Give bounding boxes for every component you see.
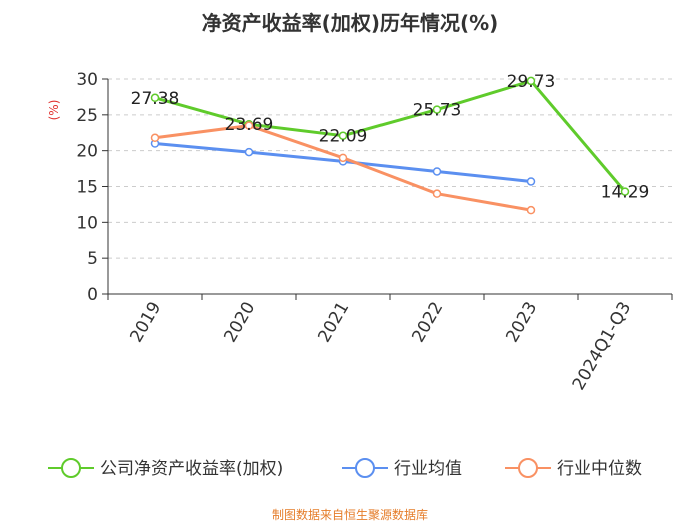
y-tick-label: 10 bbox=[76, 213, 98, 233]
axes: 0 5 10 15 20 25 30 2019 2020 2021 2022 2023 2024Q1-Q… bbox=[76, 70, 673, 394]
data-point bbox=[526, 205, 536, 215]
data-point bbox=[432, 189, 442, 198]
legend-label: 行业均值 bbox=[394, 459, 462, 479]
source-note: 制图数据来自恒生聚源数据库 bbox=[272, 507, 428, 522]
data-label: 27.38 bbox=[131, 89, 180, 109]
data-point bbox=[432, 105, 442, 114]
data-point bbox=[150, 133, 160, 143]
data-point bbox=[620, 187, 630, 196]
data-label: 25.73 bbox=[413, 101, 462, 121]
data-label: 29.73 bbox=[507, 72, 556, 92]
x-tick-label: 2021 bbox=[314, 299, 353, 346]
data-point bbox=[338, 131, 348, 140]
legend-label: 行业中位数 bbox=[557, 459, 642, 479]
legend: 公司净资产收益率(加权) 行业均值 行业中位数 bbox=[48, 458, 642, 479]
y-axis-label: (%) bbox=[47, 100, 61, 121]
x-tick-label: 2020 bbox=[220, 299, 259, 346]
y-tick-label: 5 bbox=[87, 249, 98, 269]
data-label: 22.09 bbox=[319, 127, 368, 147]
chart-title: 净资产收益率(加权)历年情况(%) bbox=[202, 11, 499, 35]
legend-marker bbox=[355, 458, 375, 478]
data-point bbox=[526, 177, 536, 186]
y-tick-label: 20 bbox=[76, 142, 98, 162]
data-label: 14.29 bbox=[601, 183, 650, 203]
grid-lines bbox=[108, 78, 672, 259]
data-point bbox=[432, 167, 442, 176]
legend-label: 公司净资产收益率(加权) bbox=[100, 459, 283, 479]
legend-marker bbox=[518, 458, 538, 478]
data-label: 23.69 bbox=[225, 115, 274, 135]
data-labels: 27.38 23.69 22.09 25.73 29.73 14.29 bbox=[131, 72, 650, 203]
data-point bbox=[244, 121, 254, 130]
y-tick-label: 15 bbox=[76, 178, 98, 198]
x-tick-label: 2023 bbox=[502, 299, 541, 346]
x-tick-label: 2024Q1-Q3 bbox=[569, 299, 636, 394]
y-tick-label: 30 bbox=[76, 70, 98, 90]
y-tick-label: 25 bbox=[76, 106, 98, 126]
series-lines bbox=[150, 76, 630, 215]
x-tick-label: 2022 bbox=[408, 299, 447, 346]
series-line-0 bbox=[154, 79, 627, 193]
data-point bbox=[150, 93, 160, 103]
legend-marker bbox=[61, 458, 81, 478]
data-point bbox=[244, 147, 254, 157]
x-tick-label: 2019 bbox=[126, 299, 165, 346]
data-point bbox=[338, 153, 348, 163]
y-tick-label: 0 bbox=[87, 285, 98, 305]
data-point bbox=[526, 76, 536, 86]
